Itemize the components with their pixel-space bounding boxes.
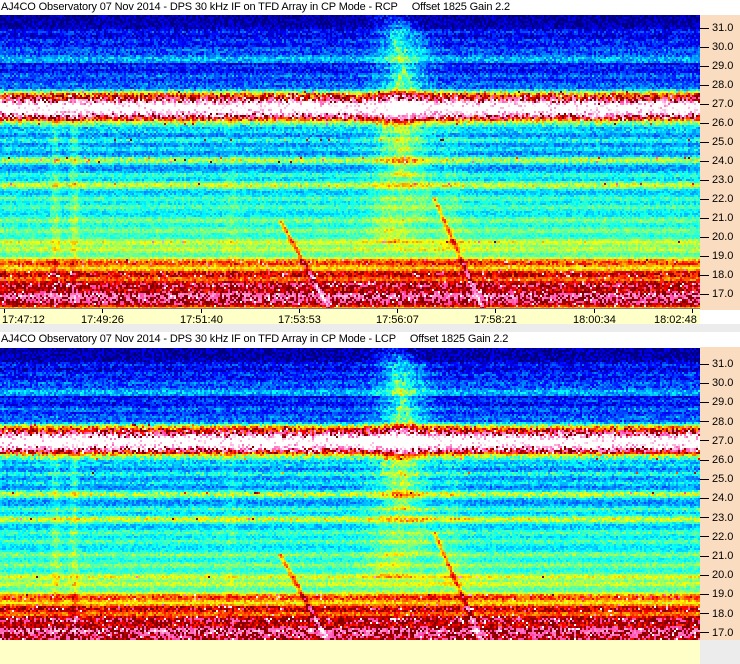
spectrogram-lcp[interactable] [0,348,700,643]
y-tick-label: 22.0 [712,193,734,205]
y-tick-label: 18.0 [712,607,734,620]
y-tick-label: 17.0 [712,626,734,639]
y-tick-18-0: 18.0 [700,269,740,281]
x-axis-lcp-strip [0,640,700,664]
y-tick-label: 24.0 [712,155,734,167]
y-tick-label: 25.0 [712,136,734,148]
panel-lcp-title-gain: Offset 1825 Gain 2.2 [409,333,509,345]
y-tick-label: 22.0 [712,530,734,543]
x-tick-mark [102,309,103,313]
y-tick-label: 20.0 [712,231,734,243]
panel-rcp: AJ4CO Observatory 07 Nov 2014 - DPS 30 k… [0,0,740,332]
y-tick-26-0: 26.0 [700,454,740,466]
y-tick-27-0: 27.0 [700,435,740,447]
y-tick-22-0: 22.0 [700,193,740,205]
x-tick-label: 17:51:40 [180,314,223,326]
y-tick-17-0: 17.0 [700,627,740,639]
panel-rcp-title-main: AJ4CO Observatory 07 Nov 2014 - DPS 30 k… [1,1,398,13]
x-tick-label: 17:56:07 [376,314,419,326]
y-tick-label: 17.0 [712,288,734,300]
y-tick-25-0: 25.0 [700,136,740,148]
y-tick-19-0: 19.0 [700,250,740,262]
y-tick-label: 26.0 [712,454,734,466]
y-tick-30-0: 30.0 [700,377,740,389]
y-tick-label: 30.0 [712,41,734,53]
y-tick-label: 24.0 [712,492,734,505]
x-tick-mark [692,309,693,313]
y-tick-26-0: 26.0 [700,117,740,129]
y-tick-label: 31.0 [712,22,734,34]
y-axis-rcp: 31.0 30.0 29.0 28.0 27.0 26.0 25.0 24.0 23.0 22.0… [700,0,740,310]
x-tick-label: 17:58:21 [474,314,517,326]
y-tick-17-0: 17.0 [700,288,740,300]
y-tick-21-0: 21.0 [700,550,740,562]
y-tick-27-0: 27.0 [700,98,740,110]
y-tick-28-0: 28.0 [700,416,740,428]
x-tick-mark [4,309,5,313]
x-tick-label: 17:47:12 [2,314,45,326]
y-tick-label: 20.0 [712,569,734,582]
y-tick-24-0: 24.0 [700,155,740,167]
panel-divider [0,324,740,332]
y-tick-31-0: 31.0 [700,22,740,34]
y-tick-31-0: 31.0 [700,358,740,370]
y-tick-23-0: 23.0 [700,174,740,186]
y-tick-label: 18.0 [712,269,734,281]
y-tick-20-0: 20.0 [700,569,740,581]
y-tick-20-0: 20.0 [700,231,740,243]
panel-lcp-title: AJ4CO Observatory 07 Nov 2014 - DPS 30 k… [0,332,740,347]
y-tick-19-0: 19.0 [700,588,740,600]
panel-rcp-title: AJ4CO Observatory 07 Nov 2014 - DPS 30 k… [0,0,740,15]
y-tick-label: 19.0 [712,588,734,601]
panel-lcp: AJ4CO Observatory 07 Nov 2014 - DPS 30 k… [0,332,740,664]
x-tick-label: 18:02:48 [654,314,697,326]
y-tick-label: 27.0 [712,434,734,447]
x-tick-label: 17:53:53 [278,314,321,326]
y-tick-label: 21.0 [712,212,734,224]
y-tick-label: 23.0 [712,174,734,186]
y-tick-label: 19.0 [712,250,734,262]
y-tick-21-0: 21.0 [700,212,740,224]
y-tick-label: 29.0 [712,60,734,72]
bottom-right-filler [700,640,740,664]
y-tick-label: 28.0 [712,79,734,91]
x-tick-mark [201,309,202,313]
x-tick-mark [495,309,496,313]
y-tick-label: 31.0 [712,358,734,370]
y-tick-18-0: 18.0 [700,608,740,620]
y-tick-28-0: 28.0 [700,79,740,91]
panel-rcp-title-gain: Offset 1825 Gain 2.2 [411,1,511,13]
panel-lcp-title-main: AJ4CO Observatory 07 Nov 2014 - DPS 30 k… [1,333,396,345]
x-tick-mark [299,309,300,313]
x-tick-mark [397,309,398,313]
y-tick-label: 30.0 [712,377,734,390]
y-tick-29-0: 29.0 [700,396,740,408]
x-tick-label: 18:00:34 [573,314,616,326]
y-tick-label: 25.0 [712,473,734,486]
y-tick-23-0: 23.0 [700,512,740,524]
y-tick-24-0: 24.0 [700,492,740,504]
spectrogram-rcp[interactable] [0,15,700,308]
y-tick-29-0: 29.0 [700,60,740,72]
y-tick-25-0: 25.0 [700,473,740,485]
y-tick-22-0: 22.0 [700,531,740,543]
y-tick-label: 29.0 [712,396,734,409]
y-tick-label: 21.0 [712,550,734,562]
y-tick-label: 27.0 [712,98,734,110]
y-tick-30-0: 30.0 [700,41,740,53]
y-tick-label: 23.0 [712,511,734,524]
y-tick-label: 28.0 [712,415,734,428]
y-tick-label: 26.0 [712,117,734,129]
y-axis-lcp: 31.0 30.0 29.0 28.0 27.0 26.0 25.0 24.0 23.0 22.0… [700,332,740,646]
x-tick-mark [594,309,595,313]
x-tick-label: 17:49:26 [81,314,124,326]
